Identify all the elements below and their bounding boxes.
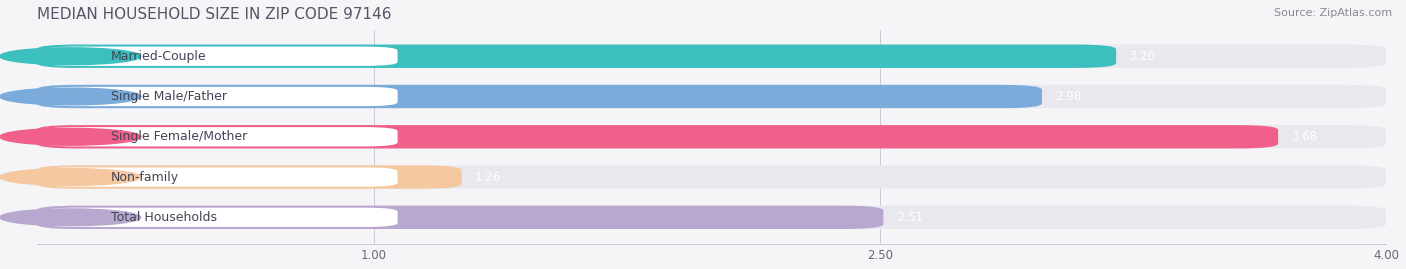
- FancyBboxPatch shape: [37, 125, 1278, 148]
- Circle shape: [0, 169, 141, 185]
- Text: 2.51: 2.51: [897, 211, 922, 224]
- FancyBboxPatch shape: [37, 165, 461, 189]
- Text: Total Households: Total Households: [111, 211, 217, 224]
- Text: Source: ZipAtlas.com: Source: ZipAtlas.com: [1274, 8, 1392, 18]
- FancyBboxPatch shape: [37, 85, 1386, 108]
- Text: 1.26: 1.26: [475, 171, 502, 183]
- FancyBboxPatch shape: [37, 165, 1386, 189]
- FancyBboxPatch shape: [37, 125, 1386, 148]
- FancyBboxPatch shape: [37, 45, 1386, 68]
- Text: 3.20: 3.20: [1129, 50, 1156, 63]
- FancyBboxPatch shape: [44, 87, 398, 106]
- FancyBboxPatch shape: [37, 85, 1042, 108]
- Circle shape: [0, 209, 141, 226]
- FancyBboxPatch shape: [44, 167, 398, 187]
- FancyBboxPatch shape: [44, 47, 398, 66]
- Text: Non-family: Non-family: [111, 171, 179, 183]
- Text: 2.98: 2.98: [1056, 90, 1081, 103]
- FancyBboxPatch shape: [44, 127, 398, 146]
- Circle shape: [0, 88, 141, 105]
- FancyBboxPatch shape: [37, 206, 1386, 229]
- FancyBboxPatch shape: [37, 206, 883, 229]
- Text: 3.68: 3.68: [1292, 130, 1317, 143]
- FancyBboxPatch shape: [44, 208, 398, 227]
- Circle shape: [0, 48, 141, 65]
- Circle shape: [0, 128, 141, 145]
- Text: MEDIAN HOUSEHOLD SIZE IN ZIP CODE 97146: MEDIAN HOUSEHOLD SIZE IN ZIP CODE 97146: [37, 7, 391, 22]
- FancyBboxPatch shape: [37, 45, 1116, 68]
- Text: Married-Couple: Married-Couple: [111, 50, 207, 63]
- Text: Single Female/Mother: Single Female/Mother: [111, 130, 247, 143]
- Text: Single Male/Father: Single Male/Father: [111, 90, 226, 103]
